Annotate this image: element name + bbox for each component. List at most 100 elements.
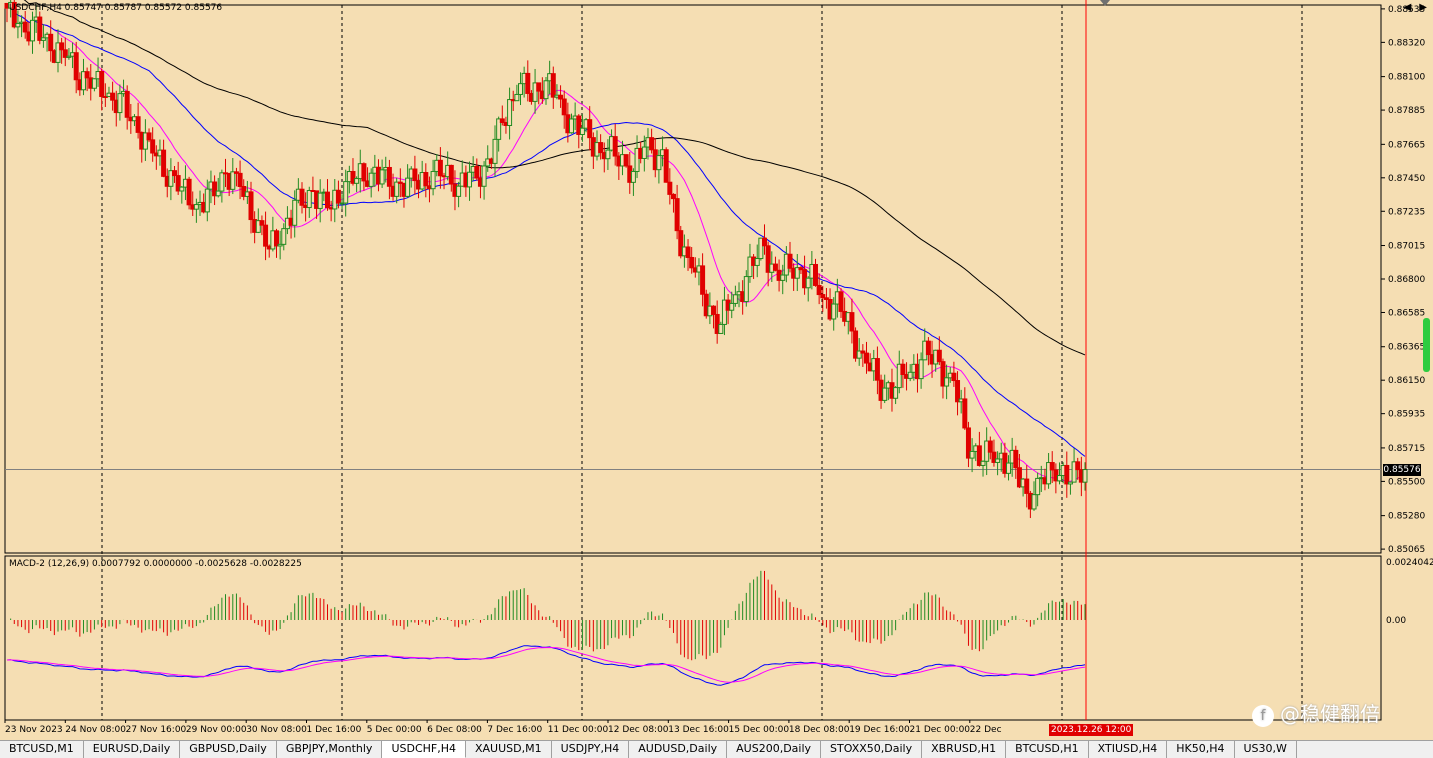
time-tick-label: 30 Nov 08:00 — [246, 725, 307, 735]
candle-body — [368, 172, 374, 187]
candle-body — [281, 228, 287, 245]
candle-body — [1067, 481, 1073, 485]
price-tick-label: 0.88100 — [1388, 73, 1425, 83]
weibo-icon: f — [1252, 704, 1274, 727]
macd-tick-label: 0.0024042 — [1386, 558, 1433, 568]
chart-tab[interactable]: STOXX50,Daily — [821, 741, 923, 758]
watermark-text: @稳健翻倍 — [1280, 702, 1380, 726]
candle-body — [711, 305, 717, 315]
chart-tab[interactable]: HK50,H4 — [1167, 741, 1235, 758]
candle-body — [678, 230, 684, 257]
candle-body — [248, 191, 254, 221]
candle-body — [896, 363, 902, 389]
candle-body — [1024, 478, 1030, 494]
candle-body — [940, 361, 946, 387]
shift-marker-icon[interactable] — [1100, 0, 1110, 6]
price-tick-label: 0.87885 — [1388, 106, 1425, 116]
tab-scroll: ◀ ▶ — [1404, 2, 1427, 13]
candle-body — [700, 265, 706, 295]
candle-body — [37, 16, 43, 41]
candle-body — [543, 80, 549, 100]
time-tick-label: 11 Dec 00:00 — [548, 725, 609, 735]
candle-body — [317, 192, 323, 209]
candle-body — [343, 181, 349, 204]
chart-tab[interactable]: BTCUSD,H1 — [1006, 741, 1089, 758]
chart-tab[interactable]: GBPUSD,Daily — [180, 741, 277, 758]
candle-body — [168, 170, 174, 187]
cursor-time-label: 2023.12.26 12:00 — [1049, 724, 1134, 736]
candle-body — [1064, 464, 1070, 485]
chart-tab[interactable]: XAUUSD,M1 — [466, 741, 552, 758]
candle-body — [204, 188, 210, 213]
current-price-badge: 0.85576 — [1383, 463, 1421, 476]
candle-body — [587, 119, 593, 139]
candle-body — [955, 380, 961, 403]
chart-tab[interactable]: AUDUSD,Daily — [629, 741, 728, 758]
candle-body — [1031, 494, 1037, 510]
candle-body — [685, 246, 691, 258]
candle-body — [91, 78, 97, 89]
scroll-left-icon[interactable]: ◀ — [1403, 2, 1412, 13]
candle-body — [853, 330, 859, 359]
candle-body — [980, 460, 986, 466]
chart-tab[interactable]: AUS200,Daily — [727, 741, 822, 758]
candle-body — [219, 172, 225, 192]
candle-body — [1035, 477, 1041, 496]
time-tick-label: 27 Nov 16:00 — [126, 725, 187, 735]
candle-body — [66, 55, 72, 58]
candle-body — [492, 138, 498, 164]
ma-fast-line — [6, 4, 1086, 483]
scroll-right-icon[interactable]: ▶ — [1419, 2, 1427, 13]
candle-body — [831, 303, 837, 320]
candle-body — [732, 294, 738, 304]
chart-tab[interactable]: XTIUSD,H4 — [1088, 741, 1168, 758]
candle-body — [630, 170, 636, 183]
candle-body — [335, 189, 341, 204]
time-tick-label: 1 Dec 16:00 — [307, 725, 362, 735]
candle-body — [944, 377, 950, 387]
macd-panel — [6, 570, 1086, 686]
candle-body — [277, 243, 283, 247]
candle-body — [146, 132, 152, 141]
candle-body — [354, 178, 360, 184]
candle-body — [230, 171, 236, 190]
candle-body — [1071, 461, 1077, 483]
candle-body — [568, 118, 574, 134]
candle-body — [816, 284, 822, 296]
candle-body — [863, 352, 869, 364]
price-tick-label: 0.85500 — [1388, 477, 1425, 487]
time-tick-label: 23 Nov 2023 — [5, 725, 63, 735]
candle-body — [175, 175, 181, 192]
price-chart[interactable]: 0.88535 0.88320 0.88100 0.87885 0.87665 0.874… — [0, 0, 1433, 740]
chart-tab[interactable]: USDJPY,H4 — [551, 741, 630, 758]
candle-body — [612, 136, 618, 157]
candle-body — [649, 137, 655, 151]
candle-body — [499, 118, 505, 124]
candle-body — [405, 177, 411, 197]
chart-tab[interactable]: US30,W — [1234, 741, 1297, 758]
chart-tab[interactable]: EURUSD,Daily — [83, 741, 181, 758]
candle-body — [667, 181, 673, 195]
candle-body — [536, 82, 542, 92]
candle-body — [55, 42, 61, 63]
macd-panel-frame — [4, 555, 1382, 721]
candle-body — [423, 172, 429, 187]
time-tick-label: 19 Dec 16:00 — [849, 725, 910, 735]
candle-body — [838, 291, 844, 312]
chart-tab[interactable]: XBRUSD,H1 — [922, 741, 1007, 758]
candle-body — [379, 169, 385, 185]
candle-body — [721, 299, 727, 325]
chart-tab[interactable]: BTCUSD,M1 — [0, 741, 84, 758]
candles — [4, 0, 1088, 519]
candle-body — [430, 170, 436, 190]
macd-main-line — [6, 645, 1086, 686]
candle-body — [798, 267, 804, 271]
chart-tab[interactable]: GBPJPY,Monthly — [276, 741, 383, 758]
candle-body — [514, 93, 520, 102]
candle-body — [900, 363, 906, 376]
candle-body — [274, 230, 279, 247]
candle-body — [259, 220, 265, 226]
chart-tab[interactable]: USDCHF,H4 — [382, 741, 466, 758]
candle-body — [233, 171, 239, 174]
scroll-handle[interactable] — [1423, 318, 1430, 372]
